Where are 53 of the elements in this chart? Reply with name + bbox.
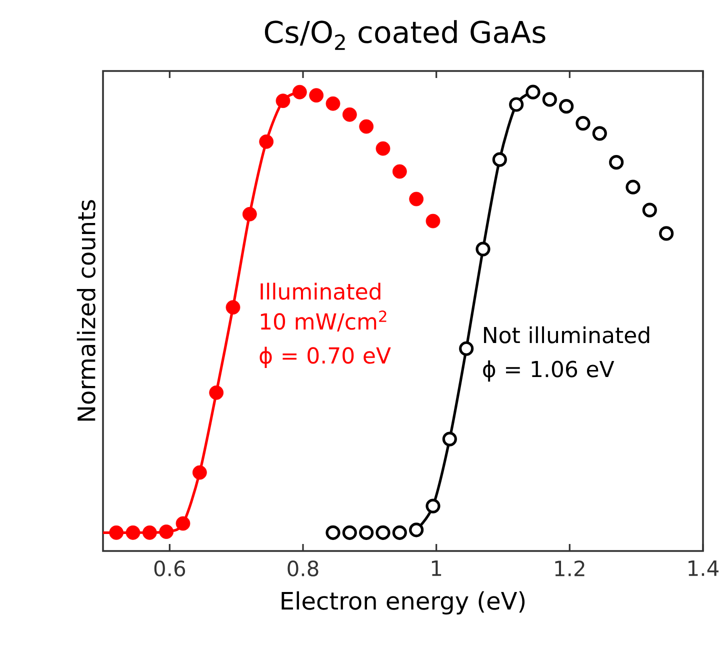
point: [276, 94, 290, 108]
point: [359, 525, 374, 540]
point: [176, 516, 190, 531]
point: [592, 126, 607, 141]
point: [359, 119, 374, 134]
point: [626, 180, 640, 194]
y-axis-title: Normalized counts: [76, 200, 96, 421]
point: [659, 226, 674, 241]
point: [442, 432, 457, 446]
point: [376, 141, 390, 156]
point: [109, 525, 124, 540]
point: [426, 498, 440, 514]
point: [526, 84, 540, 100]
point: [542, 92, 557, 107]
point: [476, 242, 490, 256]
point: [309, 88, 324, 103]
point: [292, 84, 307, 100]
point: [126, 525, 140, 540]
x-axis-title: Electron energy (eV): [282, 591, 525, 615]
point: [426, 214, 440, 228]
point: [459, 341, 474, 356]
x-tick-label: 1.4: [688, 560, 719, 576]
x-tick-label: 0.6: [154, 560, 186, 576]
series-label: Illuminated 10 mW/cm$^{2}$: [260, 282, 386, 332]
point: [326, 525, 340, 540]
point: [642, 202, 657, 218]
point: [326, 96, 340, 111]
point: [609, 155, 624, 170]
annotation: ϕ = 0.70 eV: [260, 346, 391, 368]
point: [159, 524, 174, 539]
point: [576, 116, 590, 131]
point: [392, 525, 407, 540]
annotation: ϕ = 1.06 eV: [483, 360, 614, 382]
x-tick-label: 0.8: [288, 560, 318, 576]
point: [259, 134, 274, 149]
x-tick-label: 1.2: [555, 560, 584, 576]
point: [492, 152, 507, 167]
x-tick-label: 1: [432, 560, 442, 576]
point: [192, 465, 207, 480]
point: [226, 300, 240, 315]
point: [209, 385, 224, 400]
point: [242, 206, 257, 222]
point: [376, 525, 390, 540]
point: [392, 164, 407, 179]
point: [342, 525, 357, 540]
point: [559, 99, 574, 114]
point: [509, 97, 524, 112]
point: [409, 192, 424, 206]
point: [409, 522, 424, 538]
chart-title: Cs/O$_{2}$ coated GaAs: [264, 20, 546, 50]
point: [142, 525, 157, 540]
point: [342, 107, 357, 122]
series-label: Not illuminated: [484, 326, 650, 344]
